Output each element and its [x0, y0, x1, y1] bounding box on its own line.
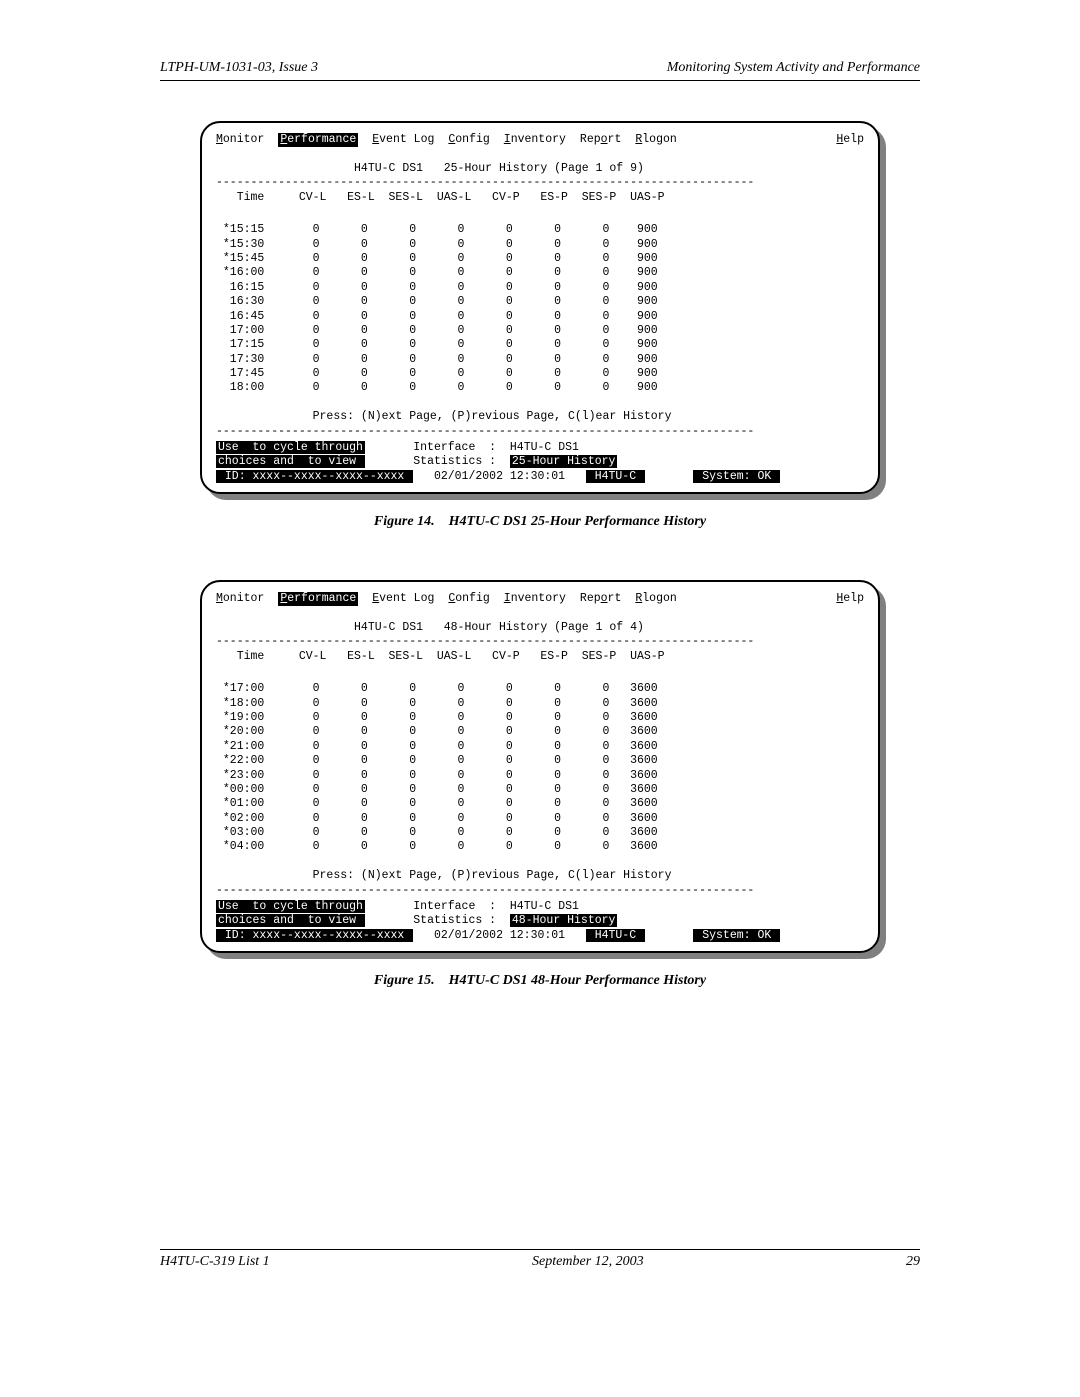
datetime: 02/01/2002 12:30:01 — [434, 929, 565, 942]
table-row: *21:00 0 0 0 0 0 0 0 3600 — [216, 740, 864, 754]
menu-inventory[interactable]: Inventory — [504, 133, 566, 147]
status-area: Use to cycle through Interface : H4TU-C … — [216, 900, 864, 943]
system-status: System: OK — [693, 929, 780, 942]
table-row: 16:15 0 0 0 0 0 0 0 900 — [216, 281, 864, 295]
table-row: 18:00 0 0 0 0 0 0 0 900 — [216, 381, 864, 395]
menu-help[interactable]: Help — [836, 592, 864, 605]
figure-14-caption: Figure 14.H4TU-C DS1 25-Hour Performance… — [160, 514, 920, 530]
hr: ----------------------------------------… — [216, 425, 754, 438]
menu-performance[interactable]: Performance — [278, 592, 358, 606]
terminal-screen: Monitor Performance Event Log Config Inv… — [200, 121, 880, 494]
table-row: *00:00 0 0 0 0 0 0 0 3600 — [216, 783, 864, 797]
menu-config[interactable]: Config — [448, 133, 489, 147]
hr: ----------------------------------------… — [216, 176, 754, 189]
menu-bar: Monitor Performance Event Log Config Inv… — [216, 133, 864, 147]
menu-config[interactable]: Config — [448, 592, 489, 606]
footer-right: 29 — [906, 1254, 920, 1270]
table-row: 17:30 0 0 0 0 0 0 0 900 — [216, 353, 864, 367]
id-field: ID: xxxx--xxxx--xxxx--xxxx — [216, 470, 413, 483]
hr: ----------------------------------------… — [216, 635, 754, 648]
page-footer: H4TU-C-319 List 1 September 12, 2003 29 — [160, 1249, 920, 1270]
menu-monitor[interactable]: Monitor — [216, 133, 264, 147]
footer-left: H4TU-C-319 List 1 — [160, 1254, 270, 1270]
menu-report[interactable]: Report — [580, 592, 621, 606]
menu-monitor[interactable]: Monitor — [216, 592, 264, 606]
terminal-title: H4TU-C DS1 48-Hour History (Page 1 of 4) — [216, 621, 644, 634]
menu-event-log[interactable]: Event Log — [372, 133, 434, 147]
table-row: 16:30 0 0 0 0 0 0 0 900 — [216, 295, 864, 309]
help-line-1: Use to cycle through — [216, 900, 365, 913]
table-row: *19:00 0 0 0 0 0 0 0 3600 — [216, 711, 864, 725]
datetime: 02/01/2002 12:30:01 — [434, 470, 565, 483]
table-row: *20:00 0 0 0 0 0 0 0 3600 — [216, 725, 864, 739]
table-row: *15:45 0 0 0 0 0 0 0 900 — [216, 252, 864, 266]
table-row: *22:00 0 0 0 0 0 0 0 3600 — [216, 754, 864, 768]
menu-performance[interactable]: Performance — [278, 133, 358, 147]
table-row: 16:45 0 0 0 0 0 0 0 900 — [216, 310, 864, 324]
interface-value: H4TU-C DS1 — [510, 900, 579, 913]
menu-rlogon[interactable]: Rlogon — [635, 592, 676, 606]
help-line-2: choices and to view — [216, 914, 365, 927]
interface-label: Interface : — [413, 441, 496, 454]
menu-help[interactable]: Help — [836, 133, 864, 146]
table-row: *23:00 0 0 0 0 0 0 0 3600 — [216, 769, 864, 783]
terminal-title: H4TU-C DS1 25-Hour History (Page 1 of 9) — [216, 162, 644, 175]
stats-value: 48-Hour History — [510, 914, 618, 927]
menu-bar: Monitor Performance Event Log Config Inv… — [216, 592, 864, 606]
table-row: *18:00 0 0 0 0 0 0 0 3600 — [216, 697, 864, 711]
table-row: 17:45 0 0 0 0 0 0 0 900 — [216, 367, 864, 381]
table-row: *03:00 0 0 0 0 0 0 0 3600 — [216, 826, 864, 840]
data-table: *17:00 0 0 0 0 0 0 0 3600 *18:00 0 0 0 0… — [216, 682, 864, 855]
stats-value: 25-Hour History — [510, 455, 618, 468]
help-line-2: choices and to view — [216, 455, 365, 468]
terminal-2: Monitor Performance Event Log Config Inv… — [200, 580, 880, 953]
table-row: *04:00 0 0 0 0 0 0 0 3600 — [216, 840, 864, 854]
table-row: *17:00 0 0 0 0 0 0 0 3600 — [216, 682, 864, 696]
header-right: Monitoring System Activity and Performan… — [667, 60, 920, 76]
footer-center: September 12, 2003 — [532, 1254, 644, 1270]
interface-value: H4TU-C DS1 — [510, 441, 579, 454]
help-line-1: Use to cycle through — [216, 441, 365, 454]
id-field: ID: xxxx--xxxx--xxxx--xxxx — [216, 929, 413, 942]
terminal-1: Monitor Performance Event Log Config Inv… — [200, 121, 880, 494]
table-row: *02:00 0 0 0 0 0 0 0 3600 — [216, 812, 864, 826]
table-row: *01:00 0 0 0 0 0 0 0 3600 — [216, 797, 864, 811]
table-row: *15:30 0 0 0 0 0 0 0 900 — [216, 238, 864, 252]
table-row: *15:15 0 0 0 0 0 0 0 900 — [216, 223, 864, 237]
header-left: LTPH-UM-1031-03, Issue 3 — [160, 60, 318, 76]
hr: ----------------------------------------… — [216, 884, 754, 897]
interface-label: Interface : — [413, 900, 496, 913]
table-row: 17:00 0 0 0 0 0 0 0 900 — [216, 324, 864, 338]
stats-label: Statistics : — [413, 914, 496, 927]
unit-field: H4TU-C — [586, 929, 645, 942]
press-hint: Press: (N)ext Page, (P)revious Page, C(l… — [216, 869, 671, 882]
data-table: *15:15 0 0 0 0 0 0 0 900 *15:30 0 0 0 0 … — [216, 223, 864, 396]
status-area: Use to cycle through Interface : H4TU-C … — [216, 441, 864, 484]
page-header: LTPH-UM-1031-03, Issue 3 Monitoring Syst… — [160, 60, 920, 81]
column-headers: Time CV-L ES-L SES-L UAS-L CV-P ES-P SES… — [216, 650, 665, 663]
menu-inventory[interactable]: Inventory — [504, 592, 566, 606]
stats-label: Statistics : — [413, 455, 496, 468]
menu-event-log[interactable]: Event Log — [372, 592, 434, 606]
menu-rlogon[interactable]: Rlogon — [635, 133, 676, 147]
press-hint: Press: (N)ext Page, (P)revious Page, C(l… — [216, 410, 671, 423]
unit-field: H4TU-C — [586, 470, 645, 483]
table-row: *16:00 0 0 0 0 0 0 0 900 — [216, 266, 864, 280]
menu-report[interactable]: Report — [580, 133, 621, 147]
figure-15-caption: Figure 15.H4TU-C DS1 48-Hour Performance… — [160, 973, 920, 989]
system-status: System: OK — [693, 470, 780, 483]
terminal-screen: Monitor Performance Event Log Config Inv… — [200, 580, 880, 953]
column-headers: Time CV-L ES-L SES-L UAS-L CV-P ES-P SES… — [216, 191, 665, 204]
table-row: 17:15 0 0 0 0 0 0 0 900 — [216, 338, 864, 352]
